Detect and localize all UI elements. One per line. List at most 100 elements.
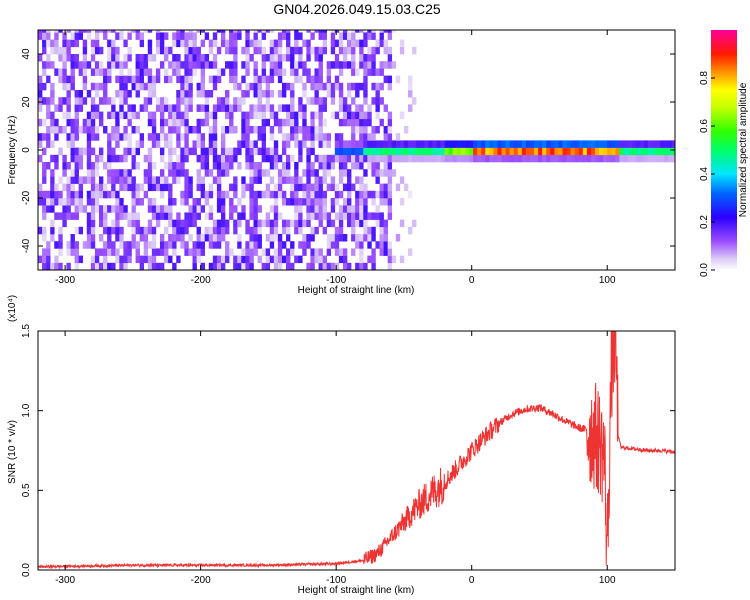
heatmap-cell	[395, 140, 401, 148]
heatmap-cell	[314, 205, 319, 213]
heatmap-cell	[253, 46, 258, 55]
heatmap-cell	[184, 90, 189, 98]
heatmap-cell	[477, 154, 482, 163]
heatmap-cell	[229, 32, 234, 40]
heatmap-cell	[477, 140, 482, 148]
heatmap-cell	[196, 183, 201, 192]
heatmap-cell	[367, 226, 372, 235]
heatmap-cell	[314, 226, 319, 235]
heatmap-cell	[355, 82, 360, 91]
heatmap-cell	[119, 226, 124, 235]
heatmap-cell	[342, 30, 348, 33]
heatmap-cell	[139, 39, 145, 48]
heatmap-cell	[257, 255, 262, 264]
heatmap-cell	[286, 39, 291, 48]
heatmap-cell	[66, 212, 71, 220]
heatmap-cell	[131, 205, 136, 213]
heatmap-cell	[94, 198, 100, 206]
heatmap-cell	[334, 154, 340, 163]
heatmap-cell	[253, 30, 258, 33]
heatmap-cell	[50, 198, 55, 206]
heatmap-cell	[387, 241, 393, 249]
heatmap-cell	[94, 68, 100, 76]
heatmap-cell	[62, 205, 67, 213]
heatmap-cell	[216, 262, 222, 270]
heatmap-cell	[54, 126, 59, 134]
heatmap-cell	[290, 118, 295, 127]
heatmap-cell	[525, 140, 531, 148]
heatmap-cell	[363, 54, 368, 62]
heatmap-cell	[448, 140, 454, 148]
heatmap-cell	[570, 154, 576, 163]
heatmap-cell	[347, 118, 352, 127]
heatmap-cell	[379, 82, 384, 91]
heatmap-cell	[119, 212, 124, 220]
heatmap-cell	[473, 140, 478, 148]
heatmap-cell	[245, 30, 250, 33]
heatmap-cell	[216, 104, 222, 112]
heatmap-cell	[225, 154, 230, 163]
heatmap-cell	[294, 39, 299, 48]
heatmap-cell	[188, 219, 193, 228]
heatmap-cell	[196, 169, 201, 177]
heatmap-cell	[269, 255, 275, 264]
heatmap-cell	[216, 154, 222, 163]
heatmap-cell	[286, 111, 291, 120]
heatmap-cell	[216, 190, 222, 199]
heatmap-cell	[50, 205, 55, 213]
heatmap-cell	[257, 147, 262, 156]
heatmap-cell	[294, 61, 299, 69]
heatmap-cell	[334, 39, 340, 48]
heatmap-cell	[375, 46, 380, 55]
heatmap-cell	[188, 176, 193, 184]
heatmap-cell	[143, 82, 149, 91]
heatmap-cell	[155, 97, 161, 105]
heatmap-cell	[151, 126, 157, 134]
heatmap-cell	[367, 212, 372, 220]
heatmap-cell	[86, 32, 92, 40]
heatmap-cell	[58, 75, 63, 84]
heatmap-cell	[359, 39, 364, 48]
heatmap-cell	[188, 190, 193, 199]
heatmap-cell	[233, 154, 238, 163]
heatmap-cell	[225, 104, 230, 112]
heatmap-cell	[351, 82, 356, 91]
heatmap-cell	[143, 255, 149, 264]
heatmap-cell	[290, 198, 295, 206]
heatmap-cell	[383, 75, 388, 84]
heatmap-cell	[468, 140, 474, 148]
heatmap-cell	[188, 97, 193, 105]
heatmap-cell	[180, 133, 185, 141]
heatmap-cell	[371, 162, 376, 170]
heatmap-cell	[147, 205, 153, 213]
heatmap-cell	[375, 68, 380, 76]
heatmap-cell	[294, 32, 299, 40]
heatmap-cell	[460, 140, 466, 148]
heatmap-cell	[155, 46, 161, 55]
heatmap-cell	[302, 111, 307, 120]
heatmap-cell	[220, 162, 226, 170]
heatmap-cell	[78, 190, 84, 199]
heatmap-cell	[42, 198, 47, 206]
heatmap-cell	[86, 133, 92, 141]
heatmap-cell	[135, 82, 140, 91]
heatmap-cell	[306, 46, 311, 55]
heatmap-cell	[216, 183, 222, 192]
heatmap-cell	[164, 118, 169, 127]
heatmap-cell	[208, 126, 214, 134]
heatmap-cell	[619, 154, 624, 163]
heatmap-cell	[151, 176, 157, 184]
heatmap-cell	[212, 82, 218, 91]
heatmap-cell	[351, 212, 356, 220]
heatmap-cell	[54, 162, 59, 170]
heatmap-cell	[119, 97, 124, 105]
heatmap-cell	[651, 154, 657, 163]
heatmap-cell	[408, 104, 413, 112]
heatmap-cell	[432, 147, 437, 156]
heatmap-cell	[164, 226, 169, 235]
heatmap-cell	[387, 133, 393, 141]
heatmap-cell	[387, 30, 393, 33]
heatmap-cell	[66, 176, 71, 184]
heatmap-cell	[294, 198, 299, 206]
heatmap-cell	[371, 30, 376, 33]
